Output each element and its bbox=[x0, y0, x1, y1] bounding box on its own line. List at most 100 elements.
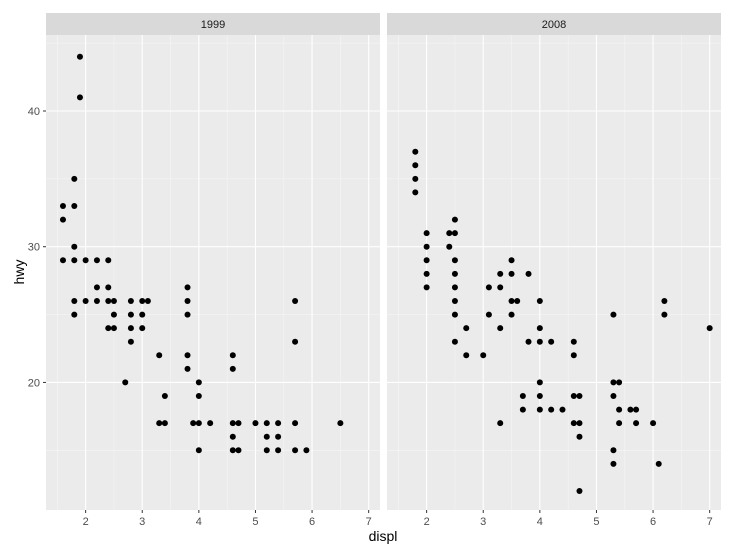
data-point bbox=[71, 243, 78, 250]
facet-strip bbox=[387, 13, 721, 35]
data-point bbox=[610, 311, 617, 318]
data-point bbox=[576, 420, 583, 427]
data-point bbox=[59, 203, 66, 209]
data-point bbox=[110, 311, 117, 318]
data-point bbox=[139, 298, 146, 304]
data-point bbox=[105, 325, 112, 332]
data-point bbox=[229, 447, 236, 454]
data-point bbox=[576, 433, 583, 440]
data-point bbox=[156, 420, 163, 427]
data-point bbox=[480, 352, 487, 359]
y-axis-title: hwy bbox=[11, 260, 27, 285]
data-point bbox=[655, 460, 662, 467]
data-point bbox=[446, 243, 453, 250]
data-point bbox=[463, 352, 470, 359]
data-point bbox=[105, 298, 112, 304]
data-point bbox=[127, 311, 134, 318]
data-point bbox=[139, 311, 146, 318]
data-point bbox=[195, 379, 202, 386]
data-point bbox=[497, 325, 504, 332]
data-point bbox=[275, 447, 282, 454]
data-point bbox=[536, 338, 543, 345]
x-tick-label: 3 bbox=[139, 516, 145, 528]
data-point bbox=[616, 379, 623, 386]
facet-strip bbox=[46, 13, 380, 35]
data-point bbox=[229, 420, 236, 427]
data-point bbox=[110, 298, 117, 304]
data-point bbox=[570, 352, 577, 359]
data-point bbox=[110, 325, 117, 332]
data-point bbox=[616, 420, 623, 427]
data-point bbox=[519, 406, 526, 413]
data-point bbox=[263, 420, 270, 427]
data-point bbox=[71, 203, 78, 209]
data-point bbox=[190, 420, 197, 427]
data-point bbox=[76, 53, 83, 60]
data-point bbox=[303, 447, 310, 454]
data-point bbox=[661, 298, 668, 304]
data-point bbox=[184, 284, 191, 291]
data-point bbox=[627, 406, 634, 413]
x-axis-title: displ bbox=[369, 528, 398, 544]
data-point bbox=[412, 175, 419, 182]
data-point bbox=[508, 270, 515, 277]
x-tick-label: 7 bbox=[707, 516, 713, 528]
data-point bbox=[127, 298, 134, 304]
data-point bbox=[252, 420, 259, 427]
data-point bbox=[497, 270, 504, 277]
data-point bbox=[423, 243, 430, 250]
data-point bbox=[508, 311, 515, 318]
data-point bbox=[195, 393, 202, 399]
data-point bbox=[610, 447, 617, 454]
data-point bbox=[71, 298, 78, 304]
data-point bbox=[451, 270, 458, 277]
data-point bbox=[59, 257, 66, 264]
data-point bbox=[570, 393, 577, 399]
x-tick-label: 5 bbox=[593, 516, 599, 528]
data-point bbox=[127, 338, 134, 345]
data-point bbox=[292, 338, 299, 345]
data-point bbox=[423, 230, 430, 237]
data-point bbox=[184, 298, 191, 304]
data-point bbox=[275, 433, 282, 440]
data-point bbox=[485, 311, 492, 318]
data-point bbox=[235, 447, 242, 454]
facet-strip-label: 2008 bbox=[542, 19, 566, 31]
data-point bbox=[570, 338, 577, 345]
data-point bbox=[412, 148, 419, 155]
data-point bbox=[105, 284, 112, 291]
data-point bbox=[497, 420, 504, 427]
data-point bbox=[525, 270, 532, 277]
data-point bbox=[235, 420, 242, 427]
data-point bbox=[139, 325, 146, 332]
data-point bbox=[610, 460, 617, 467]
data-point bbox=[161, 420, 168, 427]
data-point bbox=[412, 189, 419, 196]
data-point bbox=[508, 257, 515, 264]
data-point bbox=[451, 284, 458, 291]
facet-panels: 1999 2 3 4 5 6 7 20 30 40 2008 2 3 4 5 6 7 bbox=[28, 13, 721, 528]
panel-background bbox=[387, 35, 721, 510]
data-point bbox=[519, 393, 526, 399]
x-tick-label: 2 bbox=[424, 516, 430, 528]
data-point bbox=[229, 433, 236, 440]
data-point bbox=[207, 420, 214, 427]
data-point bbox=[412, 162, 419, 169]
data-point bbox=[451, 216, 458, 223]
data-point bbox=[633, 420, 640, 427]
data-point bbox=[559, 406, 566, 413]
data-point bbox=[127, 325, 134, 332]
x-tick-label: 3 bbox=[480, 516, 486, 528]
data-point bbox=[292, 420, 299, 427]
data-point bbox=[451, 230, 458, 237]
data-point bbox=[93, 298, 100, 304]
data-point bbox=[161, 393, 168, 399]
data-point bbox=[616, 406, 623, 413]
data-point bbox=[82, 298, 89, 304]
data-point bbox=[446, 230, 453, 237]
data-point bbox=[156, 352, 163, 359]
data-point bbox=[525, 338, 532, 345]
data-point bbox=[71, 175, 78, 182]
data-point bbox=[650, 420, 657, 427]
